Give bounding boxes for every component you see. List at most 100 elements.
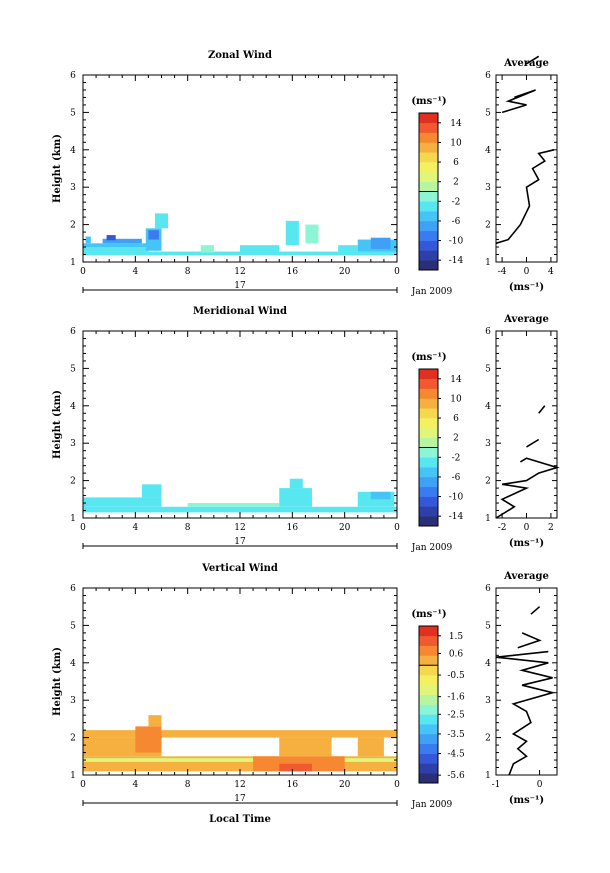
- colorbar-tick-label: 2: [453, 434, 459, 444]
- profile-line: [495, 650, 556, 776]
- profile-y-tick-label: 1: [485, 771, 491, 781]
- colorbar-swatch: [419, 191, 438, 202]
- colorbar-swatch: [419, 240, 438, 251]
- profile-panel: Average 1 2 3 4 5 6 -1 0 (ms⁻¹): [485, 571, 558, 806]
- colorbar-swatch: [419, 675, 438, 686]
- colorbar-swatch: [419, 714, 438, 725]
- y-tick-label: 4: [70, 146, 76, 156]
- colorbar-swatch: [419, 753, 438, 764]
- profile-frame: [495, 587, 558, 776]
- heatmap-cells: [83, 478, 397, 513]
- y-axis-label: Height (km): [52, 134, 63, 203]
- profile-panel: Average 1 2 3 4 5 6 -2 0 2 (ms⁻¹): [485, 314, 560, 549]
- y-tick-label: 6: [70, 71, 76, 81]
- heatmap-cell: [187, 503, 280, 507]
- colorbar-swatch: [419, 694, 438, 705]
- x-tick-label: 0: [80, 267, 86, 277]
- heatmap-cell: [285, 220, 299, 246]
- colorbar-tick-label: -5.6: [447, 771, 465, 781]
- profile-line: [517, 632, 542, 649]
- y-tick-label: 2: [70, 221, 76, 231]
- colorbar-swatch: [419, 378, 438, 389]
- colorbar-tick-label: 2: [453, 178, 459, 188]
- y-tick-label: 1: [70, 771, 76, 781]
- colorbar: (ms⁻¹) 1.5 0.6 -0.5 -1.6 -2.5 -3.5 -4.5 -5.6: [411, 609, 465, 784]
- colorbar: (ms⁻¹) 14 10 6 2 -2 -6 -10 -14: [411, 352, 464, 527]
- profile-x-tick-label: 0: [524, 267, 530, 277]
- heatmap-cell: [148, 715, 162, 727]
- colorbar-tick-label: -6: [452, 473, 461, 483]
- profile-x-tick-label: 0: [537, 780, 543, 790]
- profile-y-tick-label: 4: [485, 659, 491, 669]
- panel-title: Meridional Wind: [193, 306, 287, 317]
- panel-title: Zonal Wind: [208, 50, 272, 61]
- profile-line: [501, 89, 536, 114]
- panel-title: Vertical Wind: [201, 563, 278, 574]
- colorbar-swatch: [419, 506, 438, 517]
- colorbar-swatch: [419, 763, 438, 774]
- profile-y-tick-label: 1: [485, 514, 491, 524]
- profile-x-tick-label: 2: [548, 523, 554, 533]
- profile-line: [538, 405, 546, 414]
- profile-x-tick-label: 4: [548, 267, 554, 277]
- heatmap-cell: [83, 243, 149, 248]
- heatmap-cell: [141, 484, 162, 498]
- day-label: 17: [234, 794, 246, 804]
- y-tick-label: 2: [70, 734, 76, 744]
- colorbar-swatch: [419, 220, 438, 232]
- heatmap-cell: [83, 247, 149, 252]
- profile-x-label: (ms⁻¹): [509, 282, 544, 293]
- x-tick-label: 16: [287, 523, 299, 533]
- profile-x-label: (ms⁻¹): [509, 795, 544, 806]
- colorbar-tick-label: 0.6: [449, 649, 464, 659]
- x-tick-label: 0: [394, 523, 400, 533]
- x-tick-label: 4: [132, 267, 138, 277]
- y-axis-label: Height (km): [52, 647, 63, 716]
- day-label: 17: [234, 537, 246, 547]
- x-axis-label: Local Time: [209, 814, 271, 825]
- profile-y-tick-label: 5: [485, 364, 491, 374]
- profile-y-tick-label: 5: [485, 621, 491, 631]
- colorbar-swatch: [419, 171, 438, 182]
- colorbar-swatch: [419, 230, 438, 241]
- profile-panel: Average 1 2 3 4 5 6 -4 0 4 (ms⁻¹): [485, 55, 558, 293]
- colorbar-unit: (ms⁻¹): [411, 96, 446, 107]
- colorbar-swatch: [419, 516, 438, 527]
- x-tick-label: 4: [132, 780, 138, 790]
- colorbar: (ms⁻¹) 14 10 6 2 -2 -6 -10 -14: [411, 96, 464, 271]
- colorbar-swatch: [419, 427, 438, 438]
- profile-y-tick-label: 3: [485, 439, 491, 449]
- profile-y-tick-label: 2: [485, 734, 491, 744]
- colorbar-tick-label: 14: [450, 119, 462, 129]
- heatmap-cell: [83, 730, 397, 738]
- colorbar-tick-label: -0.5: [447, 671, 465, 681]
- x-tick-label: 20: [339, 780, 351, 790]
- heatmap-cell: [240, 245, 280, 252]
- profile-x-tick-label: 0: [524, 523, 530, 533]
- date-label: Jan 2009: [411, 543, 453, 553]
- y-tick-label: 3: [70, 696, 76, 706]
- heatmap-cell: [279, 488, 312, 507]
- profile-y-tick-label: 3: [485, 183, 491, 193]
- x-tick-label: 12: [234, 523, 245, 533]
- profile-title: Average: [503, 58, 549, 69]
- colorbar-swatch: [419, 457, 438, 468]
- colorbar-tick-label: -10: [449, 237, 464, 247]
- profile-x-tick-label: -4: [498, 267, 507, 277]
- heatmap-cell: [148, 230, 159, 240]
- colorbar-swatch: [419, 250, 438, 261]
- heatmap-cell: [338, 245, 358, 252]
- y-tick-label: 6: [70, 327, 76, 337]
- heatmap-cell: [200, 245, 214, 253]
- heatmap-cell: [83, 758, 397, 762]
- colorbar-tick-label: -14: [449, 256, 464, 266]
- colorbar-tick-label: 6: [453, 158, 459, 168]
- profile-y-tick-label: 3: [485, 696, 491, 706]
- x-tick-label: 0: [80, 780, 86, 790]
- colorbar-tick-label: 10: [450, 138, 462, 148]
- heatmap-cell: [85, 236, 91, 244]
- colorbar-swatch: [419, 496, 438, 507]
- colorbar-swatch: [419, 626, 438, 637]
